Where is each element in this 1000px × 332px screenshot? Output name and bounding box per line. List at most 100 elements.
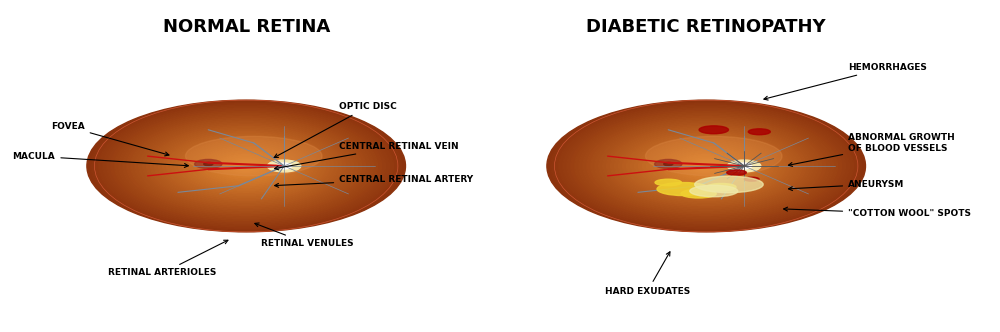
Ellipse shape	[159, 130, 334, 202]
Ellipse shape	[206, 149, 286, 183]
Text: MACULA: MACULA	[13, 152, 188, 167]
Ellipse shape	[699, 126, 728, 134]
Ellipse shape	[707, 184, 736, 191]
Ellipse shape	[694, 161, 718, 171]
Ellipse shape	[198, 146, 294, 186]
Ellipse shape	[635, 136, 778, 196]
Ellipse shape	[657, 183, 710, 196]
Ellipse shape	[666, 149, 746, 183]
Ellipse shape	[139, 122, 354, 210]
Ellipse shape	[107, 108, 386, 224]
Ellipse shape	[737, 163, 752, 169]
Text: HARD EXUDATES: HARD EXUDATES	[605, 252, 690, 295]
Ellipse shape	[646, 141, 766, 191]
Ellipse shape	[222, 156, 270, 176]
Ellipse shape	[655, 159, 682, 169]
Text: RETINAL VENULES: RETINAL VENULES	[255, 223, 354, 248]
Ellipse shape	[695, 176, 763, 193]
Ellipse shape	[204, 162, 213, 166]
Ellipse shape	[103, 107, 390, 225]
Ellipse shape	[579, 113, 834, 219]
Text: ANEURYSM: ANEURYSM	[789, 180, 904, 191]
Ellipse shape	[646, 136, 782, 176]
Text: FOVEA: FOVEA	[51, 122, 169, 156]
Ellipse shape	[551, 102, 861, 230]
Ellipse shape	[690, 185, 738, 197]
Text: CENTRAL RETINAL ARTERY: CENTRAL RETINAL ARTERY	[275, 175, 473, 187]
Ellipse shape	[210, 151, 282, 181]
Ellipse shape	[178, 138, 314, 194]
Ellipse shape	[267, 160, 301, 172]
Ellipse shape	[182, 140, 310, 192]
Text: HEMORRHAGES: HEMORRHAGES	[764, 63, 927, 100]
Ellipse shape	[163, 131, 330, 201]
Ellipse shape	[277, 163, 292, 169]
Ellipse shape	[627, 133, 786, 199]
Ellipse shape	[607, 125, 806, 207]
Ellipse shape	[91, 102, 401, 230]
Ellipse shape	[563, 107, 850, 225]
Ellipse shape	[702, 164, 710, 168]
Ellipse shape	[571, 110, 842, 222]
Ellipse shape	[682, 156, 730, 176]
Ellipse shape	[681, 189, 716, 198]
Ellipse shape	[202, 148, 290, 184]
Ellipse shape	[242, 164, 250, 168]
Ellipse shape	[99, 105, 394, 227]
Ellipse shape	[748, 129, 770, 135]
Ellipse shape	[155, 128, 338, 204]
Ellipse shape	[670, 151, 742, 181]
Ellipse shape	[123, 115, 370, 217]
Ellipse shape	[623, 131, 790, 201]
Ellipse shape	[727, 170, 746, 175]
Ellipse shape	[186, 136, 322, 176]
Ellipse shape	[603, 123, 810, 209]
Ellipse shape	[95, 104, 398, 228]
Ellipse shape	[167, 133, 326, 199]
Ellipse shape	[658, 146, 754, 186]
Ellipse shape	[599, 122, 814, 210]
Ellipse shape	[678, 154, 734, 178]
Ellipse shape	[615, 128, 798, 204]
Text: ABNORMAL GROWTH
OF BLOOD VESSELS: ABNORMAL GROWTH OF BLOOD VESSELS	[788, 133, 955, 166]
Ellipse shape	[226, 158, 266, 174]
Text: DIABETIC RETINOPATHY: DIABETIC RETINOPATHY	[586, 18, 826, 36]
Ellipse shape	[674, 153, 738, 179]
Text: CENTRAL RETINAL VEIN: CENTRAL RETINAL VEIN	[275, 142, 459, 170]
Text: OPTIC DISC: OPTIC DISC	[274, 102, 397, 157]
Ellipse shape	[619, 130, 794, 202]
Ellipse shape	[87, 100, 405, 232]
Ellipse shape	[650, 143, 762, 189]
Ellipse shape	[186, 141, 306, 191]
Ellipse shape	[662, 148, 750, 184]
Ellipse shape	[642, 140, 770, 192]
Ellipse shape	[218, 154, 274, 178]
Ellipse shape	[131, 118, 362, 214]
Ellipse shape	[175, 136, 318, 196]
Ellipse shape	[171, 135, 322, 197]
Ellipse shape	[638, 138, 774, 194]
Ellipse shape	[698, 163, 714, 169]
Ellipse shape	[194, 145, 298, 187]
Ellipse shape	[547, 100, 865, 232]
Ellipse shape	[744, 177, 759, 181]
Ellipse shape	[111, 110, 382, 222]
Ellipse shape	[686, 158, 726, 174]
Ellipse shape	[595, 120, 818, 212]
Ellipse shape	[214, 153, 278, 179]
Text: "COTTON WOOL" SPOTS: "COTTON WOOL" SPOTS	[784, 207, 971, 218]
Ellipse shape	[230, 159, 262, 173]
Ellipse shape	[575, 112, 838, 220]
Ellipse shape	[631, 135, 782, 197]
Ellipse shape	[654, 145, 758, 187]
Ellipse shape	[135, 120, 358, 212]
Ellipse shape	[727, 160, 761, 172]
Ellipse shape	[559, 105, 854, 227]
Ellipse shape	[147, 125, 346, 207]
Ellipse shape	[195, 159, 222, 169]
Ellipse shape	[119, 113, 374, 219]
Ellipse shape	[190, 143, 302, 189]
Ellipse shape	[567, 108, 846, 224]
Ellipse shape	[151, 126, 342, 206]
Text: NORMAL RETINA: NORMAL RETINA	[163, 18, 330, 36]
